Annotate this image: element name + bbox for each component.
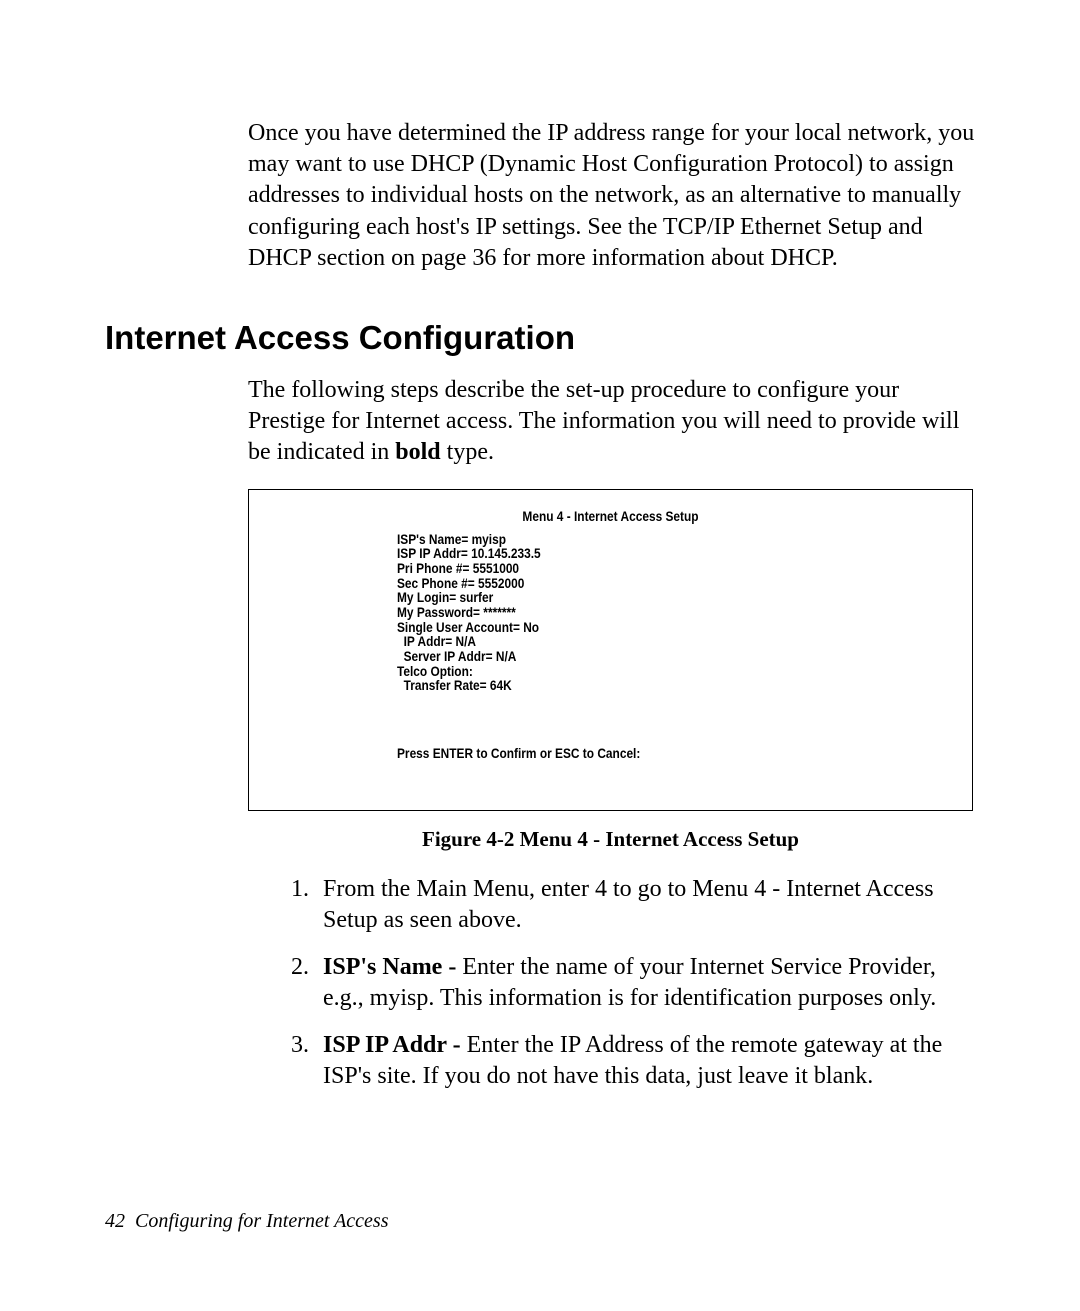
step-3-bold: ISP IP Addr - (323, 1032, 467, 1058)
section-intro-post: type. (441, 439, 494, 465)
section-intro: The following steps describe the set-up … (248, 375, 975, 469)
intro-paragraph: Once you have determined the IP address … (248, 118, 975, 274)
section-heading: Internet Access Configuration (105, 319, 975, 357)
step-1-text: From the Main Menu, enter 4 to go to Men… (323, 876, 934, 933)
section-intro-pre: The following steps describe the set-up … (248, 377, 959, 465)
section-intro-bold: bold (395, 439, 440, 465)
terminal-footer: Press ENTER to Confirm or ESC to Cancel: (397, 745, 886, 761)
list-item: From the Main Menu, enter 4 to go to Men… (315, 874, 975, 936)
figure-caption: Figure 4-2 Menu 4 - Internet Access Setu… (248, 827, 973, 852)
page-footer: 42 Configuring for Internet Access (105, 1210, 389, 1233)
list-item: ISP's Name - Enter the name of your Inte… (315, 952, 975, 1014)
terminal-title: Menu 4 - Internet Access Setup (303, 508, 918, 524)
terminal-body: ISP's Name= myisp ISP IP Addr= 10.145.23… (397, 532, 886, 694)
page-number: 42 (105, 1210, 125, 1232)
list-item: ISP IP Addr - Enter the IP Address of th… (315, 1030, 975, 1092)
chapter-title: Configuring for Internet Access (135, 1210, 389, 1232)
steps-list: From the Main Menu, enter 4 to go to Men… (285, 874, 975, 1093)
step-2-bold: ISP's Name - (323, 954, 462, 980)
terminal-screenshot: Menu 4 - Internet Access Setup ISP's Nam… (248, 489, 973, 811)
